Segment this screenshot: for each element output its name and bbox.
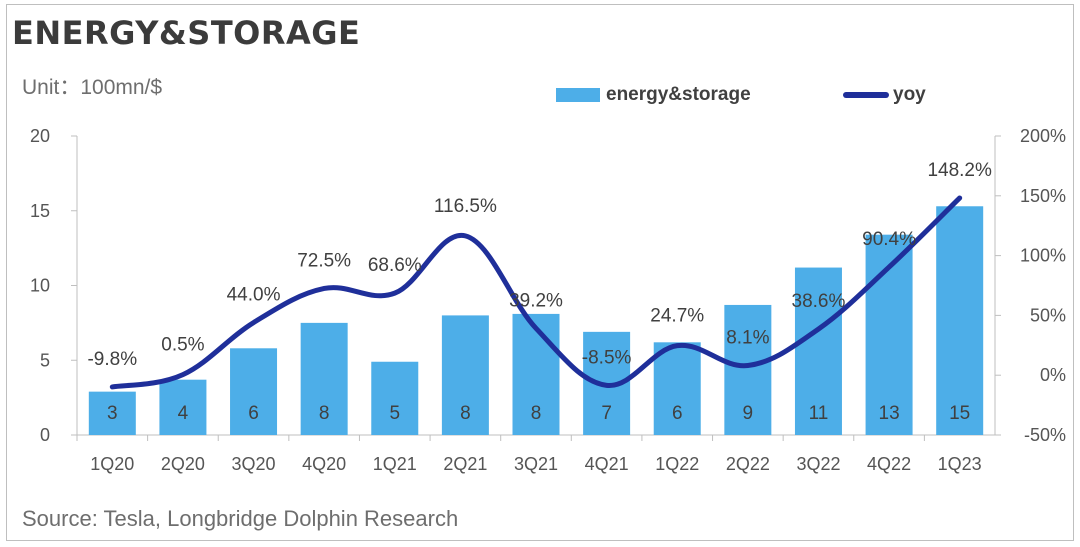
bar-1Q21 (371, 361, 419, 435)
bar-value-label: 6 (672, 403, 683, 424)
bar-value-label: 8 (460, 403, 471, 424)
y-left-tick-label: 5 (40, 350, 50, 370)
yoy-value-label: 0.5% (161, 335, 204, 356)
bar-1Q23 (936, 206, 984, 435)
y-left-tick-label: 10 (30, 276, 50, 296)
bar-3Q21 (512, 313, 560, 435)
bar-value-label: 4 (178, 403, 189, 424)
bar-2Q20 (159, 379, 207, 435)
y-right-tick-label: 50% (1030, 305, 1066, 325)
x-tick-label: 1Q21 (373, 454, 417, 474)
yoy-value-label: -8.5% (582, 347, 632, 368)
legend-label-bar: energy&storage (606, 84, 751, 105)
x-tick-label: 2Q20 (161, 454, 205, 474)
x-tick-label: 3Q22 (796, 454, 840, 474)
yoy-value-label: 116.5% (434, 196, 497, 217)
bar-1Q22 (653, 342, 701, 435)
legend-label-line: yoy (893, 84, 926, 105)
bar-4Q20 (300, 322, 348, 435)
bar-3Q22 (794, 267, 842, 435)
bar-value-label: 13 (879, 403, 900, 424)
x-tick-label: 3Q20 (232, 454, 276, 474)
yoy-value-label: 39.2% (509, 290, 563, 311)
x-tick-label: 2Q21 (443, 454, 487, 474)
bar-value-label: 6 (248, 403, 259, 424)
yoy-value-label: 38.6% (792, 291, 846, 312)
x-tick-label: 1Q22 (655, 454, 699, 474)
bar-3Q20 (230, 348, 278, 435)
y-right-tick-label: 200% (1020, 126, 1066, 146)
y-right-tick-label: 100% (1020, 246, 1066, 266)
bar-value-label: 7 (601, 403, 612, 424)
y-left-tick-label: 15 (30, 201, 50, 221)
x-tick-label: 4Q20 (302, 454, 346, 474)
y-right-tick-label: -50% (1024, 425, 1066, 445)
bar-value-label: 9 (743, 403, 754, 424)
y-left-tick-label: 20 (30, 126, 50, 146)
yoy-value-label: 8.1% (726, 328, 769, 349)
legend-item-line: yoy (843, 84, 926, 106)
legend-swatch-bar (556, 88, 600, 102)
x-tick-label: 2Q22 (726, 454, 770, 474)
x-tick-label: 1Q23 (938, 454, 982, 474)
bar-value-label: 8 (319, 403, 330, 424)
x-tick-label: 4Q21 (585, 454, 629, 474)
yoy-value-label: 24.7% (650, 306, 704, 327)
bar-1Q20 (88, 391, 136, 435)
source-note: Source: Tesla, Longbridge Dolphin Resear… (22, 506, 459, 531)
yoy-value-label: -9.8% (87, 349, 137, 370)
yoy-value-label: 44.0% (227, 285, 281, 306)
bar-value-label: 15 (949, 403, 970, 424)
chart-title: ENERGY&STORAGE (12, 14, 361, 52)
bar-2Q21 (441, 315, 489, 435)
bar-value-label: 5 (389, 403, 400, 424)
yoy-value-label: 72.5% (297, 250, 351, 271)
bar-2Q22 (724, 304, 772, 435)
bar-value-label: 3 (107, 403, 118, 424)
x-tick-label: 4Q22 (867, 454, 911, 474)
y-right-tick-label: 0% (1040, 365, 1066, 385)
bar-value-label: 11 (809, 403, 829, 424)
yoy-value-label: 148.2% (927, 160, 992, 181)
y-right-tick-label: 150% (1020, 186, 1066, 206)
legend-item-bar: energy&storage (556, 84, 751, 106)
legend-swatch-line (843, 92, 889, 98)
yoy-value-label: 90.4% (862, 229, 916, 250)
x-tick-label: 1Q20 (90, 454, 134, 474)
x-tick-label: 3Q21 (514, 454, 558, 474)
y-left-tick-label: 0 (40, 425, 50, 445)
yoy-value-label: 68.6% (368, 255, 422, 276)
unit-label: Unit：100mn/$ (22, 76, 163, 99)
bar-value-label: 8 (531, 403, 542, 424)
